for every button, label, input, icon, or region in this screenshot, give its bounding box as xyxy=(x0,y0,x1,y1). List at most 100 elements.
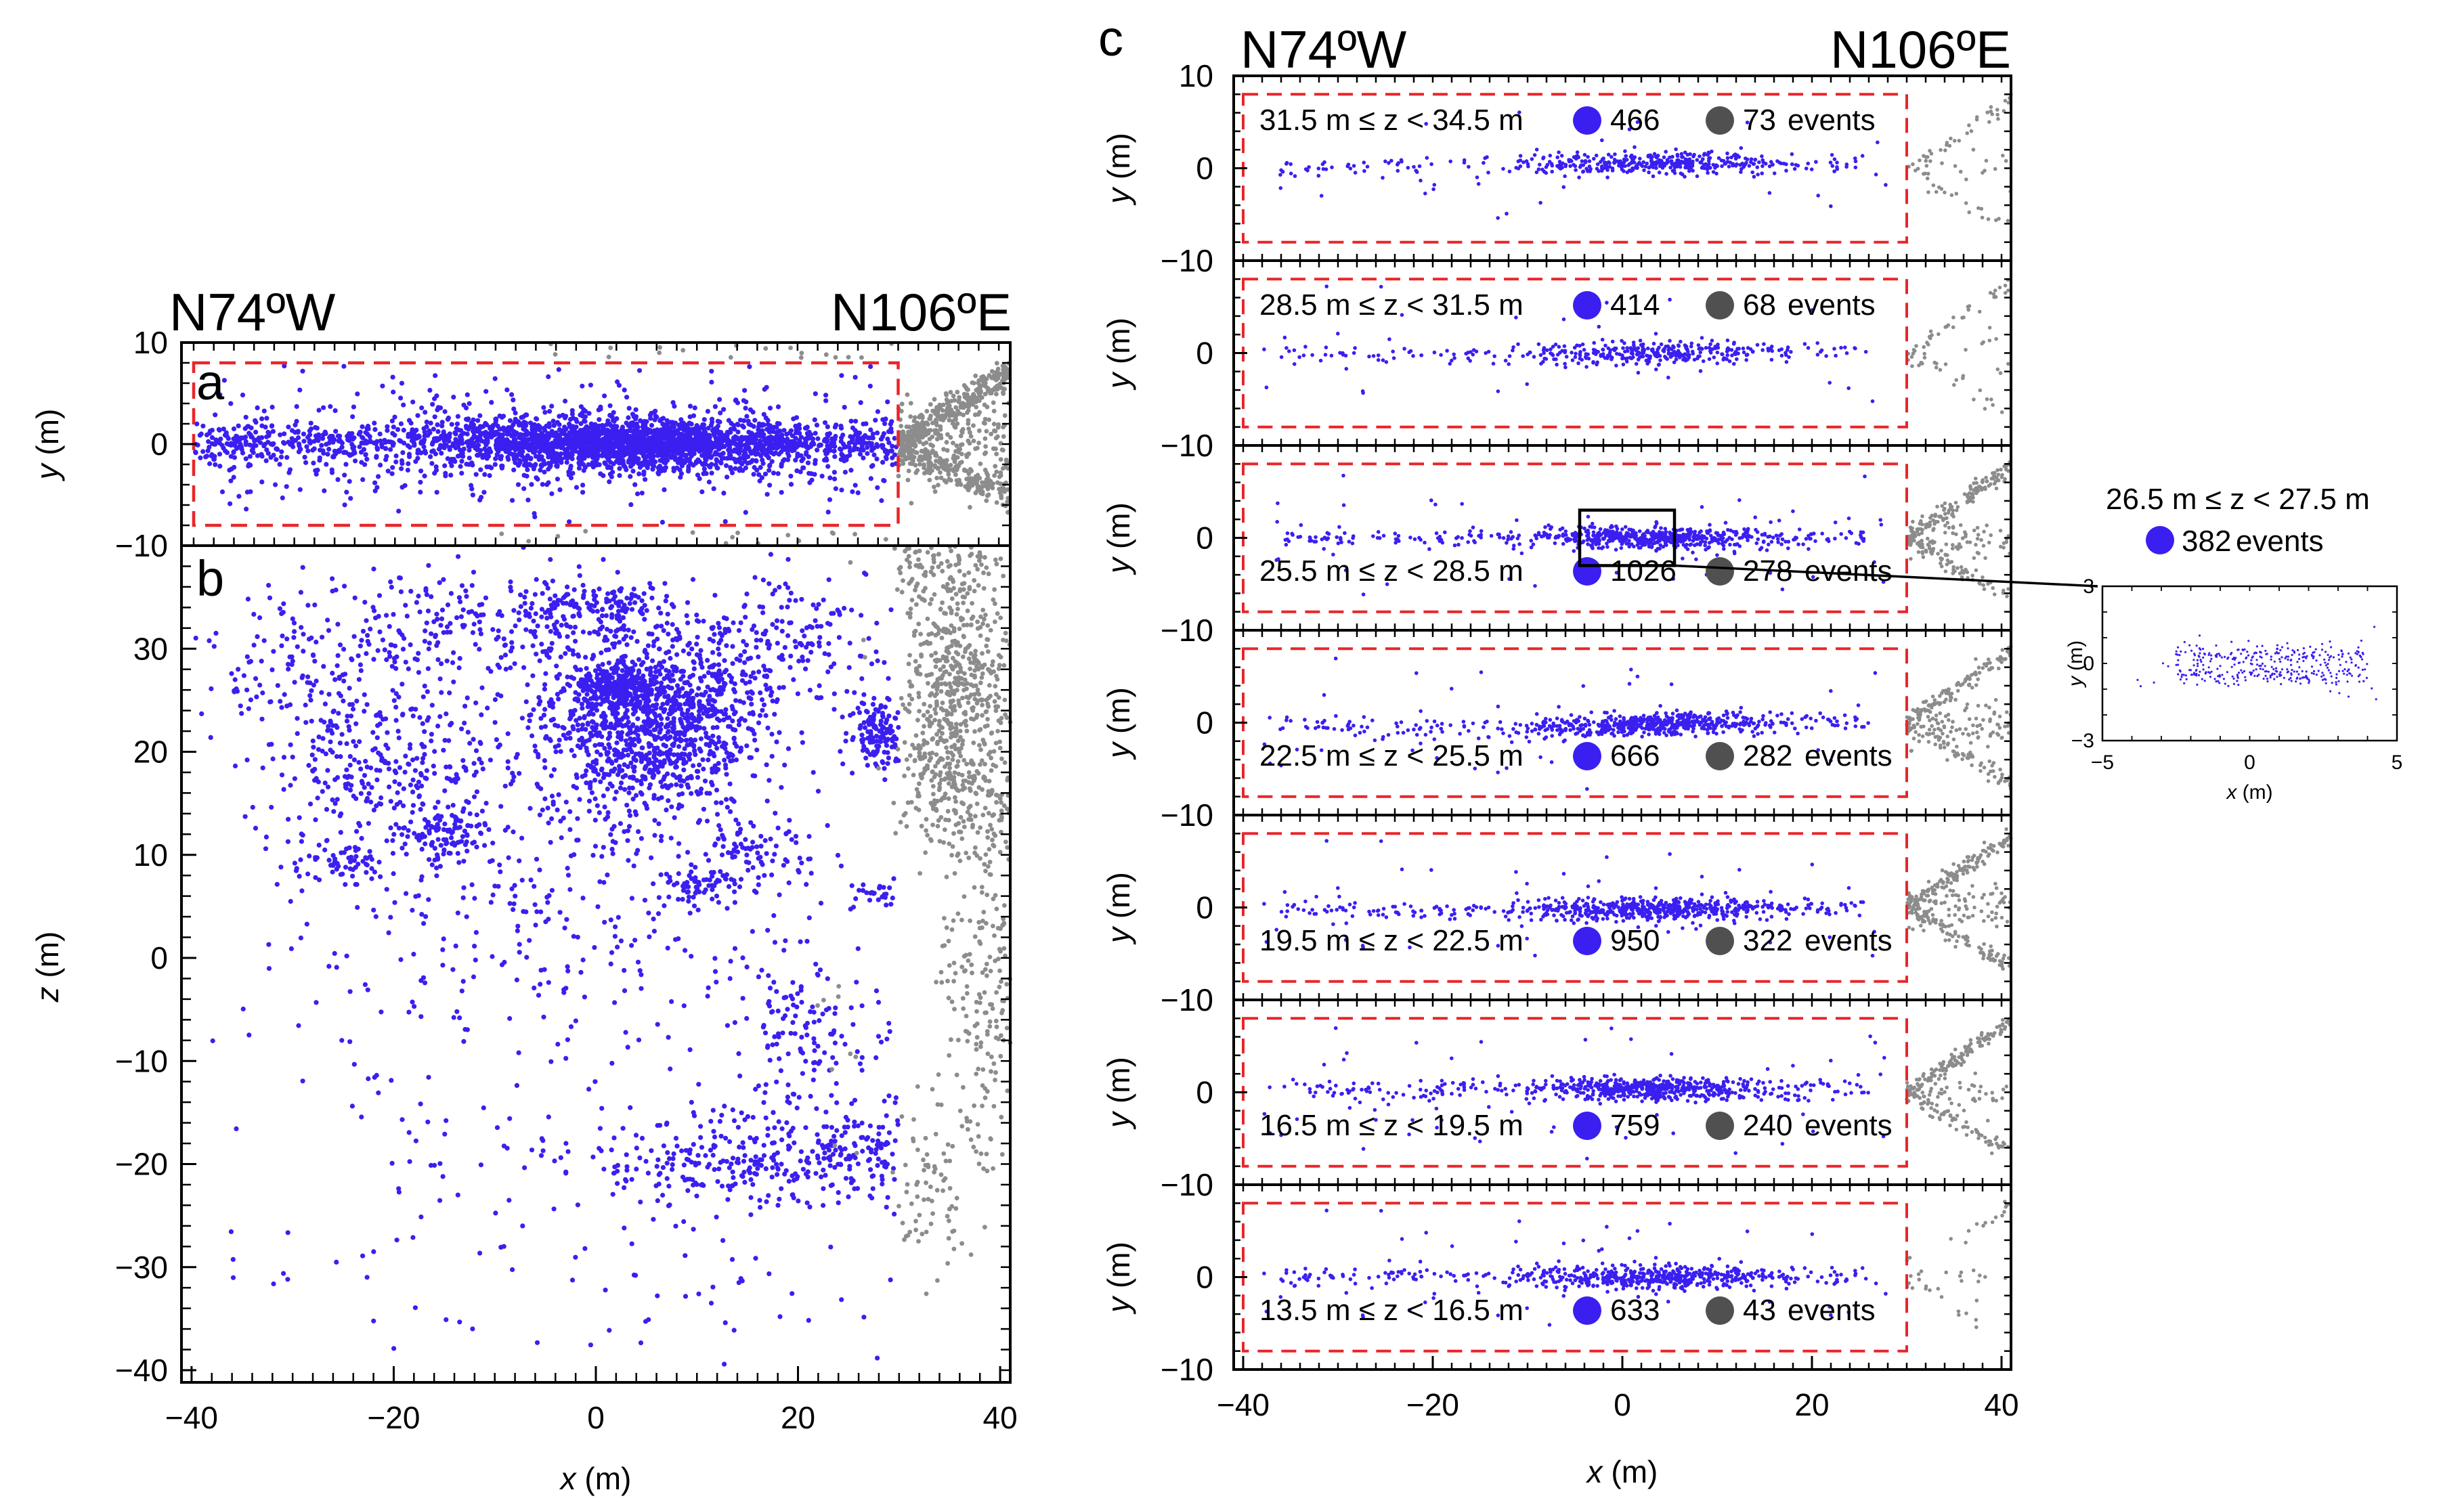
other-point xyxy=(984,498,989,503)
other-point xyxy=(823,352,829,357)
selected-point xyxy=(531,466,537,472)
selected-point xyxy=(505,454,511,460)
selected-point xyxy=(557,414,562,419)
selected-point xyxy=(539,464,544,469)
selected-point xyxy=(422,429,427,435)
other-point xyxy=(915,437,920,442)
selected-point xyxy=(542,446,547,452)
other-point xyxy=(998,481,1003,486)
selected-point xyxy=(442,463,448,468)
other-point xyxy=(924,409,930,414)
selected-point xyxy=(728,456,733,461)
selected-point xyxy=(601,775,607,781)
selected-point xyxy=(625,715,630,720)
selected-point xyxy=(221,426,226,432)
selected-point xyxy=(692,405,697,411)
selected-point xyxy=(549,793,555,799)
selected-point xyxy=(568,463,574,469)
selected-point xyxy=(613,459,619,464)
other-point xyxy=(994,391,999,397)
other-point xyxy=(923,420,928,426)
selected-point xyxy=(447,431,452,437)
selected-point xyxy=(855,490,861,496)
selected-point xyxy=(421,444,427,450)
selected-point xyxy=(626,824,632,829)
other-point xyxy=(982,380,988,386)
selected-point xyxy=(543,671,548,676)
selected-point xyxy=(741,398,746,403)
selected-point xyxy=(858,400,863,406)
selected-point xyxy=(667,447,673,452)
selected-point xyxy=(842,405,847,410)
selected-point xyxy=(687,420,692,426)
selected-point xyxy=(613,789,619,795)
selected-point xyxy=(620,724,626,729)
selected-point xyxy=(575,816,580,821)
other-point xyxy=(991,400,996,406)
selected-point xyxy=(712,452,718,457)
other-point xyxy=(906,447,911,453)
selected-point xyxy=(563,448,569,454)
selected-point xyxy=(568,441,574,447)
selected-point xyxy=(391,389,396,395)
selected-point xyxy=(636,657,642,662)
selected-point xyxy=(533,454,539,459)
selected-point xyxy=(405,443,411,448)
selected-point xyxy=(817,442,823,447)
selected-point xyxy=(800,456,806,462)
selected-point xyxy=(496,445,501,451)
selected-point xyxy=(567,519,572,525)
selected-point xyxy=(470,492,476,498)
other-point xyxy=(905,392,910,397)
selected-point xyxy=(343,450,349,456)
other-point xyxy=(985,493,990,498)
selected-point xyxy=(588,382,594,388)
selected-point xyxy=(492,376,498,381)
selected-point xyxy=(447,445,452,450)
selected-point xyxy=(825,437,830,443)
selected-point xyxy=(729,470,735,476)
selected-point xyxy=(882,421,888,426)
selected-point xyxy=(193,450,198,455)
selected-point xyxy=(592,817,598,823)
other-point xyxy=(846,355,851,359)
selected-point xyxy=(869,441,874,446)
selected-point xyxy=(688,426,694,433)
selected-point xyxy=(724,463,729,468)
other-point xyxy=(657,345,662,350)
selected-point xyxy=(390,431,395,436)
selected-point xyxy=(737,456,743,461)
selected-point xyxy=(517,435,523,441)
selected-point xyxy=(833,486,838,491)
selected-point xyxy=(529,733,535,739)
selected-point xyxy=(229,466,234,472)
selected-point xyxy=(418,468,424,474)
selected-point xyxy=(606,756,611,762)
selected-point xyxy=(236,423,241,429)
direction-left: N74ºW xyxy=(169,282,336,342)
selected-point xyxy=(473,642,478,647)
selected-point xyxy=(490,422,496,428)
selected-point xyxy=(542,428,548,433)
selected-point xyxy=(726,418,731,423)
selected-point xyxy=(697,476,702,481)
selected-point xyxy=(269,404,275,410)
selected-point xyxy=(546,374,551,380)
selected-point xyxy=(553,749,559,755)
selected-point xyxy=(302,454,307,460)
selected-point xyxy=(439,450,444,456)
selected-point xyxy=(555,464,560,469)
selected-point xyxy=(861,421,866,426)
selected-point xyxy=(880,443,886,448)
other-point xyxy=(899,408,904,414)
selected-point xyxy=(676,854,681,859)
selected-point xyxy=(664,443,669,448)
selected-point xyxy=(556,697,561,702)
selected-point xyxy=(204,432,210,438)
selected-point xyxy=(618,780,624,786)
other-point xyxy=(883,537,888,542)
selected-point xyxy=(542,796,548,802)
other-point xyxy=(944,393,949,397)
selected-point xyxy=(586,711,592,717)
selected-point xyxy=(405,467,411,473)
